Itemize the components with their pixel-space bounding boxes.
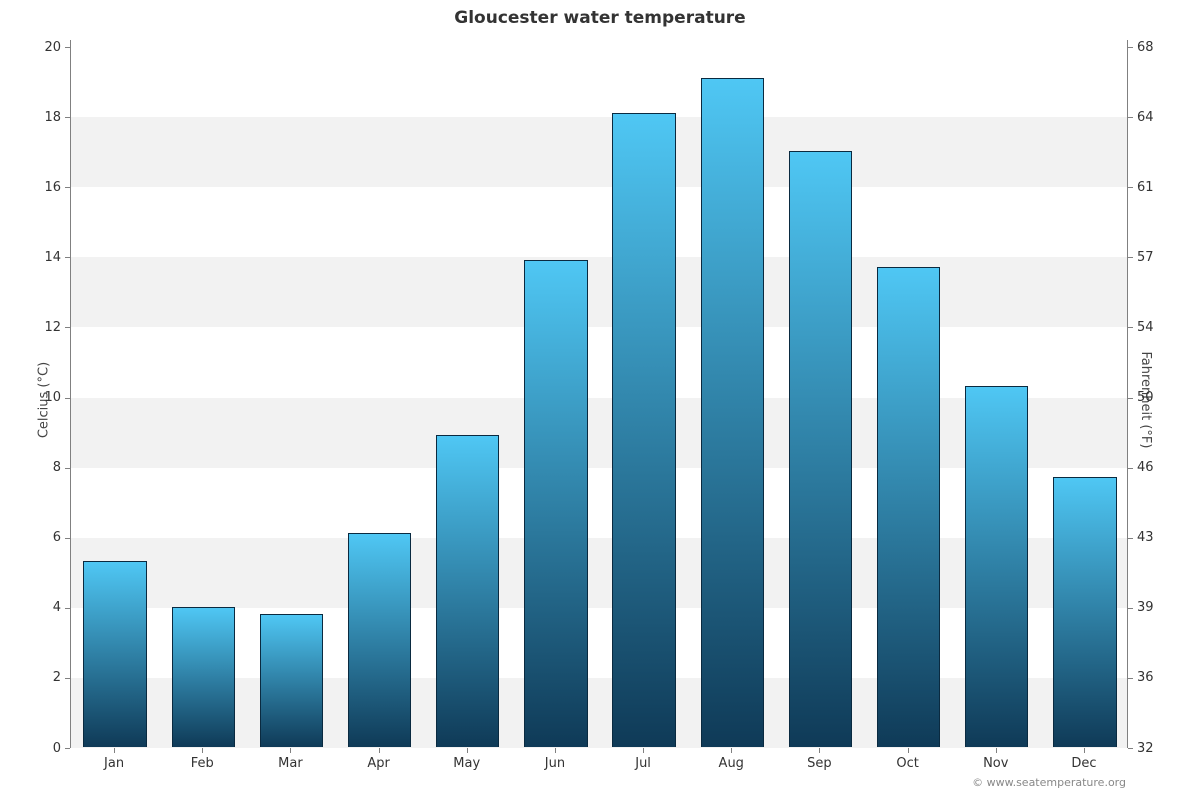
y-tick-label-left: 20 (44, 41, 61, 54)
y-tick-mark-left (65, 187, 70, 188)
bar (172, 607, 235, 747)
x-tick-mark (996, 748, 997, 753)
attribution-text: © www.seatemperature.org (972, 776, 1126, 789)
y-tick-label-left: 12 (44, 321, 61, 334)
bar (701, 78, 764, 747)
y-tick-mark-right (1128, 398, 1133, 399)
y-tick-label-left: 18 (44, 111, 61, 124)
bar (260, 614, 323, 747)
y-tick-label-right: 61 (1137, 181, 1154, 194)
y-tick-label-right: 57 (1137, 251, 1154, 264)
y-tick-mark-left (65, 47, 70, 48)
y-tick-label-left: 10 (44, 391, 61, 404)
x-tick-label: Aug (719, 756, 744, 771)
x-tick-label: Nov (983, 756, 1008, 771)
y-tick-mark-right (1128, 748, 1133, 749)
y-tick-mark-right (1128, 327, 1133, 328)
x-tick-mark (114, 748, 115, 753)
y-tick-label-left: 14 (44, 251, 61, 264)
y-tick-label-left: 2 (53, 671, 61, 684)
y-tick-mark-right (1128, 538, 1133, 539)
y-tick-mark-right (1128, 117, 1133, 118)
x-tick-mark (379, 748, 380, 753)
y-tick-label-left: 6 (53, 531, 61, 544)
bar (877, 267, 940, 747)
y-tick-mark-left (65, 398, 70, 399)
x-tick-mark (555, 748, 556, 753)
x-tick-mark (819, 748, 820, 753)
y-tick-mark-left (65, 538, 70, 539)
bar (789, 151, 852, 747)
y-tick-mark-right (1128, 257, 1133, 258)
x-tick-mark (290, 748, 291, 753)
bar (524, 260, 587, 747)
y-tick-label-right: 36 (1137, 671, 1154, 684)
x-tick-label: Mar (278, 756, 303, 771)
y-tick-mark-left (65, 748, 70, 749)
x-tick-label: Dec (1071, 756, 1096, 771)
x-tick-label: May (453, 756, 480, 771)
y-tick-label-right: 68 (1137, 41, 1154, 54)
bar (348, 533, 411, 747)
x-tick-mark (467, 748, 468, 753)
grid-band (71, 257, 1127, 327)
y-tick-mark-right (1128, 678, 1133, 679)
plot-area (70, 40, 1128, 748)
y-tick-label-right: 54 (1137, 321, 1154, 334)
y-tick-label-left: 16 (44, 181, 61, 194)
water-temperature-chart: Gloucester water temperature Celcius (°C… (0, 0, 1200, 800)
y-tick-mark-left (65, 678, 70, 679)
y-tick-mark-right (1128, 468, 1133, 469)
y-tick-mark-left (65, 608, 70, 609)
bar (1053, 477, 1116, 747)
x-tick-label: Jul (635, 756, 651, 771)
y-tick-label-left: 8 (53, 461, 61, 474)
x-tick-mark (1084, 748, 1085, 753)
y-tick-mark-right (1128, 187, 1133, 188)
y-tick-mark-left (65, 327, 70, 328)
y-tick-mark-left (65, 117, 70, 118)
bar (436, 435, 499, 747)
x-tick-label: Jan (104, 756, 124, 771)
bar (612, 113, 675, 747)
y-tick-mark-left (65, 257, 70, 258)
y-tick-label-right: 43 (1137, 531, 1154, 544)
chart-title: Gloucester water temperature (0, 8, 1200, 28)
bar (965, 386, 1028, 747)
y-tick-mark-right (1128, 47, 1133, 48)
y-tick-label-right: 50 (1137, 391, 1154, 404)
y-tick-label-right: 39 (1137, 601, 1154, 614)
x-tick-label: Sep (807, 756, 832, 771)
grid-band (71, 117, 1127, 187)
y-tick-mark-left (65, 468, 70, 469)
bar (83, 561, 146, 747)
x-tick-mark (908, 748, 909, 753)
y-tick-label-left: 4 (53, 601, 61, 614)
x-tick-mark (643, 748, 644, 753)
y-tick-label-right: 64 (1137, 111, 1154, 124)
x-tick-label: Jun (545, 756, 565, 771)
x-tick-label: Apr (367, 756, 390, 771)
x-tick-mark (202, 748, 203, 753)
x-tick-label: Feb (191, 756, 214, 771)
y-tick-mark-right (1128, 608, 1133, 609)
y-tick-label-right: 32 (1137, 742, 1154, 755)
y-tick-label-left: 0 (53, 742, 61, 755)
x-tick-label: Oct (896, 756, 918, 771)
x-tick-mark (731, 748, 732, 753)
y-tick-label-right: 46 (1137, 461, 1154, 474)
